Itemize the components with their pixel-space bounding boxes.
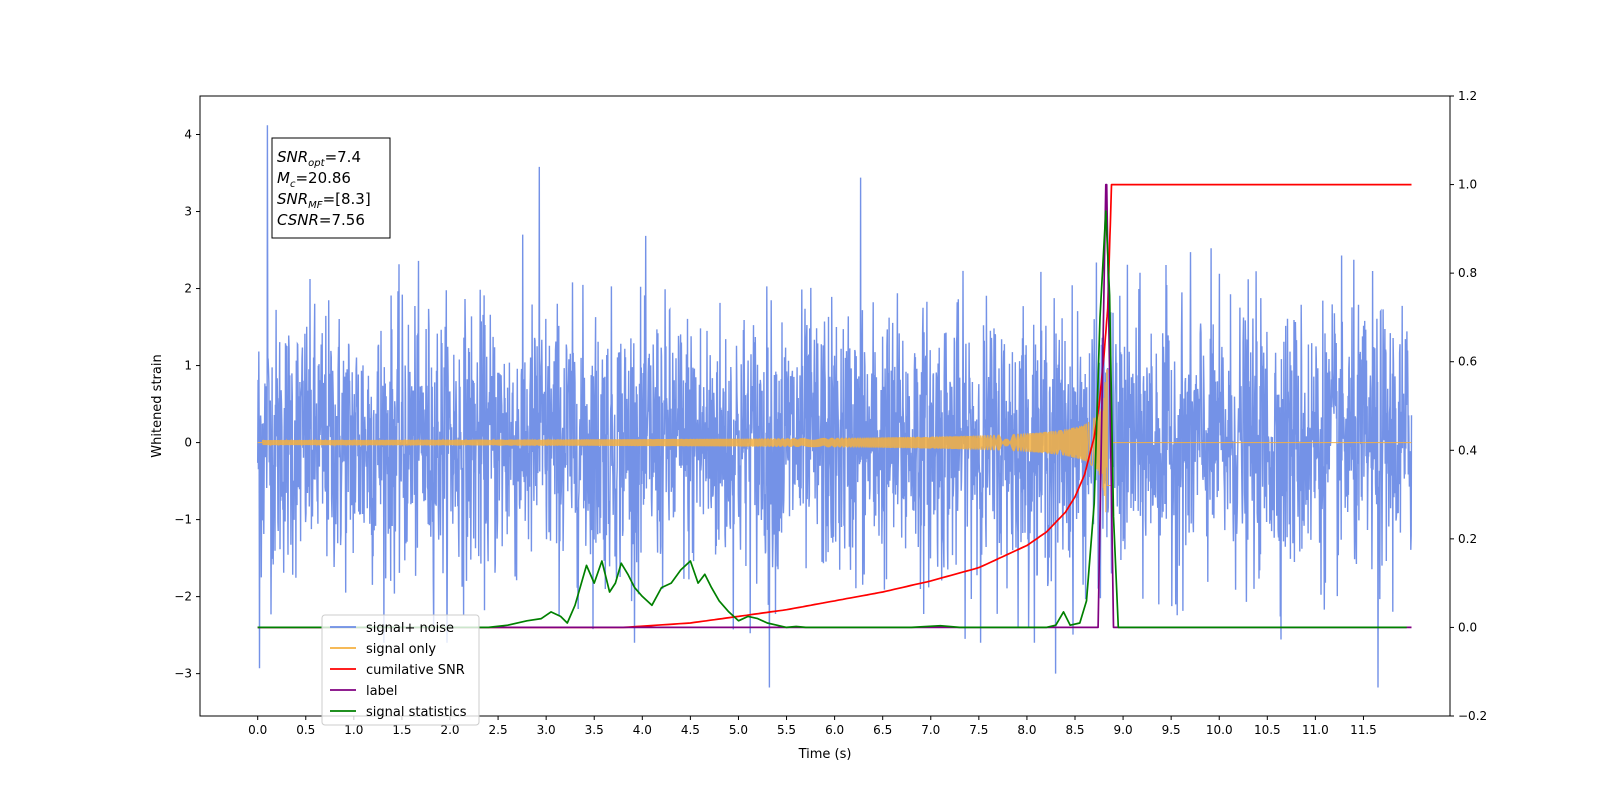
x-tick-label: 11.0	[1302, 723, 1329, 737]
x-tick-label: 5.0	[729, 723, 748, 737]
series-signal-only-line	[257, 369, 1412, 513]
y-tick-label: −1	[174, 513, 192, 527]
annotation-line: SNRopt=7.4	[277, 148, 361, 169]
y-tick-label: −2	[174, 590, 192, 604]
x-tick-label: 11.5	[1350, 723, 1377, 737]
y-tick-label: 2	[184, 282, 192, 296]
x-tick-label: 10.5	[1254, 723, 1281, 737]
plot-area	[257, 125, 1413, 688]
x-tick-label: 9.0	[1114, 723, 1133, 737]
y-tick-label: 0	[184, 436, 192, 450]
x-tick-label: 3.0	[537, 723, 556, 737]
x-tick-label: 7.0	[921, 723, 940, 737]
x-axis-label: Time (s)	[798, 747, 852, 762]
y-right-tick-label: 1.0	[1458, 178, 1477, 192]
legend-entry: cumilative SNR	[366, 663, 465, 678]
legend-entry: label	[366, 684, 397, 699]
annotation-line: SNRMF=[8.3]	[277, 190, 371, 211]
y-right-tick-label: 0.0	[1458, 620, 1477, 634]
y-axis-label: Whitened strain	[150, 354, 165, 457]
x-tick-label: 10.0	[1206, 723, 1233, 737]
y-right-tick-label: 0.4	[1458, 443, 1477, 457]
x-tick-label: 5.5	[777, 723, 796, 737]
y-tick-label: 4	[184, 128, 192, 142]
x-tick-label: 8.5	[1065, 723, 1084, 737]
y-tick-label: −3	[174, 667, 192, 681]
x-tick-label: 3.5	[585, 723, 604, 737]
x-tick-label: 4.0	[633, 723, 652, 737]
x-tick-label: 1.5	[392, 723, 411, 737]
x-tick-label: 1.0	[344, 723, 363, 737]
x-tick-label: 0.0	[248, 723, 267, 737]
x-tick-label: 9.5	[1162, 723, 1181, 737]
y-right-tick-label: 0.8	[1458, 266, 1477, 280]
y-tick-label: 3	[184, 205, 192, 219]
annotation-frame	[271, 137, 391, 239]
axes-frame	[199, 95, 1451, 717]
annotation-line: Mc=20.86	[277, 169, 351, 190]
legend-entry: signal+ noise	[366, 621, 454, 636]
legend-entry: signal statistics	[366, 705, 467, 720]
legend: signal+ noise signal only cumilative SNR la…	[321, 614, 480, 726]
x-tick-label: 2.5	[489, 723, 508, 737]
x-tick-label: 0.5	[296, 723, 315, 737]
y-right-tick-label: 1.2	[1458, 89, 1477, 103]
legend-frame	[321, 614, 480, 726]
y-right-tick-label: 0.2	[1458, 532, 1477, 546]
y-right-tick-label: −0.2	[1458, 709, 1487, 723]
series-signal-noise-line	[257, 125, 1413, 688]
annotation-line: CSNR=7.56	[277, 211, 365, 229]
legend-entry: signal only	[366, 642, 436, 657]
x-tick-label: 2.0	[440, 723, 459, 737]
y-tick-label: 1	[184, 359, 192, 373]
x-tick-label: 6.0	[825, 723, 844, 737]
x-tick-label: 8.0	[1017, 723, 1036, 737]
series-signal-statistics-line	[257, 210, 1407, 629]
y-right-tick-label: 0.6	[1458, 355, 1477, 369]
axes: 0.0 0.5 1.0 1.5 2.0 2.5 3.0 3.5 4.0 4.5 5.0 5.5 6.0 6…	[150, 89, 1487, 762]
x-tick-label: 7.5	[969, 723, 988, 737]
x-tick-label: 4.5	[681, 723, 700, 737]
x-tick-label: 6.5	[873, 723, 892, 737]
